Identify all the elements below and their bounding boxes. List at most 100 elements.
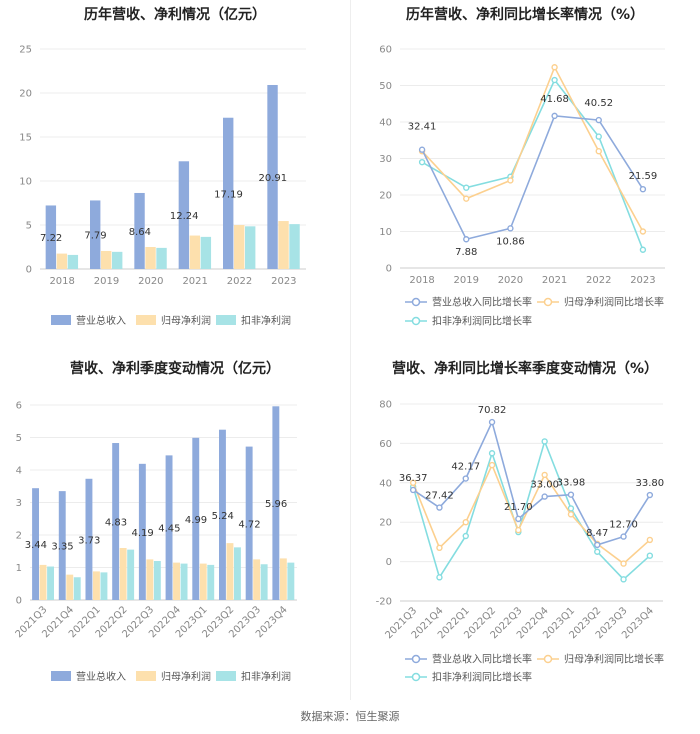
bar (112, 443, 120, 600)
legend-label: 营业总收入同比增长率 (432, 653, 532, 666)
bar (192, 437, 200, 600)
bar (112, 251, 123, 269)
data-label: 21.70 (504, 502, 533, 513)
y-tick-label: 4 (16, 466, 22, 477)
bar (267, 84, 278, 269)
x-tick-label: 2020 (498, 275, 523, 286)
bar (127, 549, 135, 600)
bar (287, 562, 295, 600)
legend-label: 归母净利润 (161, 314, 211, 327)
data-label: 4.72 (238, 519, 260, 530)
y-tick-label: 40 (379, 478, 392, 489)
data-label: 20.91 (259, 173, 288, 184)
y-tick-label: 20 (379, 518, 392, 529)
data-point (418, 146, 426, 153)
bar (146, 559, 154, 600)
data-label: 4.19 (132, 528, 154, 539)
x-tick-label: 2021 (182, 276, 207, 287)
data-point (462, 518, 469, 526)
legend-swatch (51, 315, 71, 325)
bar (260, 564, 268, 600)
series-line (421, 65, 644, 232)
y-tick-label: 40 (379, 118, 392, 129)
chart-title: 营收、净利季度变动情况（亿元） (70, 361, 280, 377)
data-point (541, 438, 548, 445)
y-tick-label: 60 (379, 439, 392, 450)
data-label: 42.17 (451, 462, 480, 473)
y-tick-label: -20 (376, 597, 392, 608)
data-label: 17.19 (214, 189, 243, 200)
bar (134, 192, 145, 269)
data-label: 12.70 (609, 520, 638, 531)
data-label: 4.99 (185, 515, 207, 526)
data-point (418, 158, 426, 166)
data-point (620, 560, 627, 567)
y-tick-label: 5 (26, 221, 32, 232)
legend-label: 营业总收入 (76, 670, 126, 683)
bar (173, 562, 180, 600)
x-tick-label: 2022 (227, 276, 252, 287)
legend-marker (543, 654, 553, 664)
bar (90, 200, 101, 269)
bar (279, 558, 287, 600)
x-tick-label: 2018 (409, 275, 434, 286)
data-point (639, 228, 647, 235)
data-point (463, 195, 470, 202)
data-point (594, 541, 601, 549)
chart-title: 历年营收、净利同比增长率情况（%） (405, 7, 645, 23)
legend-label: 扣非净利润同比增长率 (432, 671, 532, 684)
bar (289, 224, 300, 269)
data-label: 7.22 (40, 233, 62, 244)
bar (100, 572, 108, 600)
data-point (436, 544, 443, 552)
chart-title: 营收、净利同比增长率季度变动情况（%） (391, 361, 659, 377)
data-point (541, 493, 548, 500)
y-tick-label: 2 (16, 531, 22, 542)
data-point (595, 147, 602, 155)
bar (156, 247, 167, 269)
data-point (507, 177, 514, 184)
data-point (567, 505, 575, 512)
data-source-footer: 数据来源：恒生聚源 (300, 710, 400, 723)
y-tick-label: 10 (379, 227, 392, 238)
quarterly-growth-chart: -20 0 20 40 60 80 36.37 27.42 42.17 70.82 21.70 33.… (376, 400, 665, 684)
annual-growth-panel: 历年营收、净利同比增长率情况（%） 0 10 20 30 40 50 60 32.41 7.88… (350, 0, 700, 352)
y-tick-label: 0 (386, 264, 392, 275)
bar (39, 564, 47, 600)
bar (234, 225, 245, 269)
y-tick-label: 0 (16, 596, 22, 607)
quarterly-revenue-profit-panel: 营收、净利季度变动情况（亿元） 0 1 2 3 4 5 6 3.44 3.35 3.73 4.83 4… (0, 352, 350, 704)
data-point (488, 418, 496, 426)
x-tick-label: 2018 (49, 276, 74, 287)
data-point (646, 536, 654, 544)
legend-marker (543, 297, 553, 307)
bar (85, 478, 93, 600)
bar (93, 571, 100, 600)
bar (253, 559, 261, 600)
legend-label: 归母净利润 (161, 670, 211, 683)
data-label: 33.98 (557, 478, 586, 489)
y-tick-label: 3 (16, 498, 22, 509)
series-line (412, 419, 651, 546)
data-point (409, 486, 417, 494)
bar (272, 406, 280, 600)
data-label: 4.45 (158, 524, 180, 535)
x-tick-label: 2022 (586, 275, 611, 286)
data-label: 10.86 (496, 236, 525, 247)
data-point (567, 491, 575, 498)
bar (153, 561, 161, 600)
legend-marker (411, 297, 421, 307)
data-point (551, 76, 558, 84)
data-label: 8.64 (129, 227, 151, 238)
y-tick-label: 20 (379, 191, 392, 202)
data-point (620, 533, 627, 540)
data-label: 5.96 (265, 499, 287, 510)
legend-label: 扣非净利润同比增长率 (432, 315, 532, 328)
data-point (541, 471, 548, 479)
data-label: 33.80 (636, 478, 665, 489)
data-point (515, 515, 522, 523)
annual-growth-chart: 0 10 20 30 40 50 60 32.41 7.88 10.86 41.68 40.52 21.… (379, 45, 665, 328)
series-line (421, 78, 644, 251)
legend-marker (411, 672, 421, 682)
data-point (436, 574, 443, 581)
